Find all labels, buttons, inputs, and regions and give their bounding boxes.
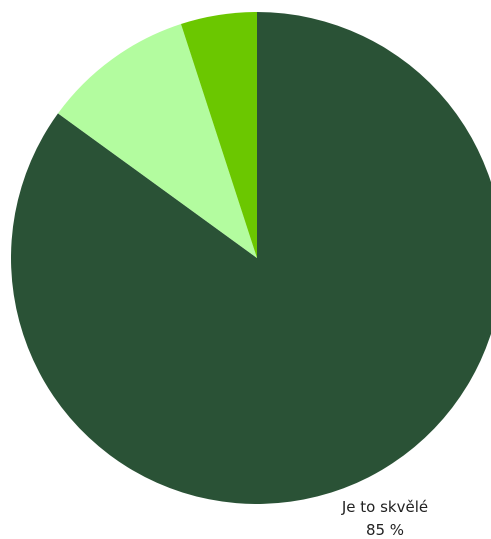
pie-slices	[11, 12, 491, 504]
pie-slice-2	[180, 12, 257, 258]
pie-labels: Je to skvělé 85 %	[341, 498, 428, 539]
pie-slice-1	[57, 24, 258, 258]
slice-label-name-0: Je to skvělé	[341, 498, 428, 516]
pie-slice-0	[11, 12, 491, 504]
slice-label-value-0: 85 %	[366, 521, 404, 539]
